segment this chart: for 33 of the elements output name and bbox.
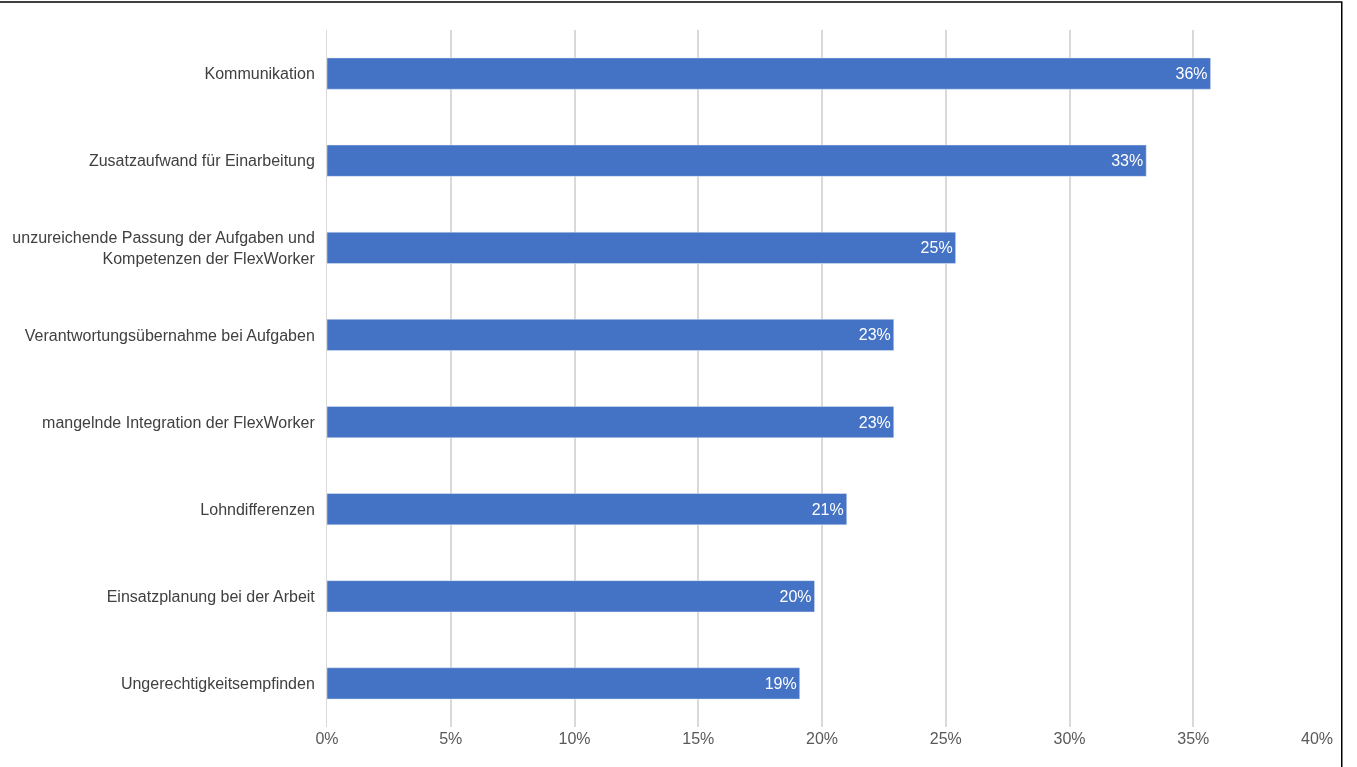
bar	[327, 144, 1147, 177]
data-label: 21%	[811, 500, 844, 518]
x-tick-label: 0%	[315, 730, 339, 747]
x-tick-label: 20%	[805, 730, 839, 747]
bar	[327, 493, 847, 526]
y-tick-label: Ungerechtigkeitsempfinden	[120, 675, 315, 693]
y-tick-label: Einsatzplanung bei der Arbeit	[106, 587, 316, 605]
y-tick-label: Kommunikation	[204, 65, 315, 83]
data-label: 25%	[920, 239, 953, 257]
x-tick-label: 40%	[1300, 730, 1334, 747]
bar	[327, 231, 956, 264]
bar	[327, 319, 895, 351]
data-label: 33%	[1111, 152, 1144, 170]
y-tick-label: unzureichende Passung der Aufgaben und Kompetenzen der FlexWorker	[12, 229, 316, 267]
y-tick-label: Verantwortungsübernahme bei Aufgaben	[24, 326, 315, 344]
data-label: 23%	[858, 326, 891, 344]
x-tick-label: 15%	[682, 730, 715, 747]
data-label: 23%	[858, 413, 891, 431]
x-tick-label: 25%	[929, 730, 962, 747]
bar	[327, 57, 1211, 90]
bar	[327, 667, 800, 700]
x-tick-label: 35%	[1177, 730, 1210, 747]
x-tick-label: 5%	[439, 730, 463, 747]
y-tick-label: Lohndifferenzen	[200, 500, 315, 518]
data-label: 36%	[1175, 65, 1208, 83]
data-label: 19%	[764, 674, 797, 692]
x-tick-label: 10%	[558, 730, 591, 747]
y-tick-label: mangelnde Integration der FlexWorker	[42, 413, 316, 431]
y-tick-label: Zusatzaufwand für Einarbeitung	[88, 152, 315, 170]
x-tick-label: 30%	[1053, 730, 1086, 747]
bar	[327, 406, 895, 438]
bar	[327, 580, 815, 613]
data-label: 20%	[779, 587, 812, 605]
